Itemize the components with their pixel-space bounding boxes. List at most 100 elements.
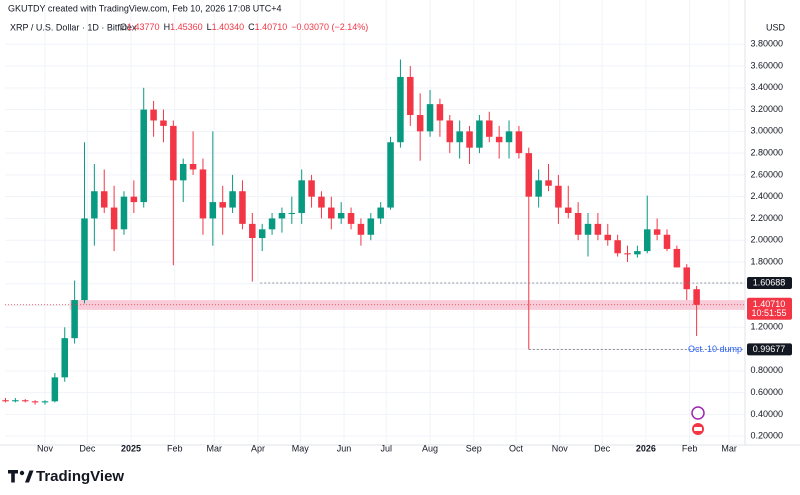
candle-body bbox=[258, 229, 266, 239]
candle-body bbox=[209, 202, 217, 219]
candle-body bbox=[525, 153, 533, 197]
x-tick-label: Apr bbox=[251, 443, 265, 453]
x-tick-label: Dec bbox=[79, 443, 96, 453]
ohlc-value: 1.45360 bbox=[170, 22, 203, 32]
last-price-label: 1.40710 bbox=[753, 299, 786, 309]
level-label: 1.60688 bbox=[753, 277, 786, 287]
x-tick-label: Aug bbox=[422, 443, 438, 453]
candle-body bbox=[308, 180, 315, 197]
candle-body bbox=[416, 115, 424, 132]
x-tick-label: Mar bbox=[721, 443, 737, 453]
y-tick-label: 0.80000 bbox=[750, 365, 783, 375]
toolbar-icons bbox=[691, 406, 705, 435]
candle-body bbox=[288, 212, 296, 214]
ohlc-value: 1.43770 bbox=[127, 22, 160, 32]
y-tick-label: 0.60000 bbox=[750, 387, 783, 397]
x-tick-label: Oct bbox=[509, 443, 524, 453]
candle-body bbox=[673, 248, 681, 268]
candle-body bbox=[318, 196, 325, 208]
candle-body bbox=[545, 180, 552, 186]
level-label: 0.99677 bbox=[753, 344, 786, 354]
x-tick-label: Mar bbox=[206, 443, 222, 453]
candle-body bbox=[476, 120, 483, 148]
candle-body bbox=[120, 196, 128, 230]
candle-body bbox=[466, 131, 473, 148]
candle-body bbox=[12, 400, 19, 402]
y-tick-label: 0.40000 bbox=[750, 409, 783, 419]
candle-body bbox=[663, 234, 671, 249]
candle-body bbox=[594, 223, 602, 235]
candle-body bbox=[51, 377, 59, 402]
candle-body bbox=[426, 104, 434, 132]
candle-body bbox=[160, 120, 167, 126]
y-tick-label: 3.60000 bbox=[750, 60, 783, 70]
candle-body bbox=[21, 400, 29, 402]
last-price-box bbox=[747, 297, 792, 320]
candle-body bbox=[100, 191, 108, 208]
candle-body bbox=[357, 223, 365, 235]
candle-body bbox=[367, 218, 375, 235]
candle-body bbox=[436, 104, 444, 121]
ohlc-header: O1.43770 H1.45360 L1.40340 C1.40710 −0.03070… bbox=[120, 22, 368, 32]
y-tick-label: 3.40000 bbox=[750, 82, 783, 92]
y-tick-label: 2.40000 bbox=[750, 191, 783, 201]
candle-body bbox=[2, 400, 9, 402]
candle-body bbox=[624, 253, 631, 255]
candle-body bbox=[643, 229, 651, 252]
candle-body bbox=[170, 125, 177, 181]
level-box bbox=[747, 277, 792, 290]
candle-body bbox=[140, 109, 147, 203]
x-tick-label: Feb bbox=[682, 443, 698, 453]
ohlc-key: C bbox=[248, 22, 255, 32]
candle-body bbox=[91, 191, 98, 219]
watermark: GKUTDY created with TradingView.com, Feb… bbox=[8, 3, 282, 13]
candle-body bbox=[337, 212, 345, 219]
ohlc-key: H bbox=[164, 22, 171, 32]
candle-body bbox=[604, 234, 612, 241]
ohlc-key: L bbox=[207, 22, 212, 32]
y-tick-label: 2.60000 bbox=[750, 169, 783, 179]
candle-body bbox=[495, 136, 503, 143]
candle-body bbox=[377, 207, 384, 219]
candle-body bbox=[565, 207, 572, 213]
candle-body bbox=[298, 180, 305, 213]
y-tick-label: 3.20000 bbox=[750, 104, 783, 114]
currency: USD bbox=[766, 22, 786, 32]
x-tick-label: 2025 bbox=[121, 443, 141, 453]
ohlc-value: 1.40340 bbox=[212, 22, 245, 32]
x-tick-label: Jul bbox=[381, 443, 393, 453]
x-tick-label: Nov bbox=[552, 443, 569, 453]
grid bbox=[5, 0, 745, 445]
candle-body bbox=[653, 229, 661, 235]
candle-body bbox=[268, 218, 276, 230]
brand-name: TradingView bbox=[36, 468, 124, 485]
candle-body bbox=[189, 164, 197, 170]
candle-body bbox=[614, 240, 621, 254]
candle-body bbox=[535, 180, 542, 197]
candle-body bbox=[41, 401, 49, 403]
x-tick-label: Sep bbox=[466, 443, 482, 453]
y-tick-label: 2.00000 bbox=[750, 235, 783, 245]
x-tick-label: Feb bbox=[167, 443, 183, 453]
candle-body bbox=[110, 207, 118, 230]
x-tick-label: Nov bbox=[37, 443, 54, 453]
x-tick-label: Jun bbox=[337, 443, 352, 453]
countdown: 10:51:55 bbox=[751, 308, 786, 318]
candle-body bbox=[683, 267, 691, 290]
candle-body bbox=[446, 120, 454, 143]
annotation: Oct. 10 dump bbox=[688, 344, 742, 354]
candle-body bbox=[397, 76, 404, 143]
y-tick-label: 2.80000 bbox=[750, 148, 783, 158]
candle-body bbox=[71, 300, 78, 339]
y-tick-label: 2.20000 bbox=[750, 213, 783, 223]
candle-body bbox=[584, 223, 592, 235]
y-tick-label: 3.00000 bbox=[750, 126, 783, 136]
candle-body bbox=[634, 251, 641, 255]
candle-body bbox=[229, 191, 236, 208]
candle-body bbox=[407, 76, 414, 116]
candle-body bbox=[179, 164, 187, 181]
candle-body bbox=[328, 207, 335, 219]
candle-body bbox=[486, 120, 493, 137]
y-tick-label: 0.20000 bbox=[750, 431, 783, 441]
